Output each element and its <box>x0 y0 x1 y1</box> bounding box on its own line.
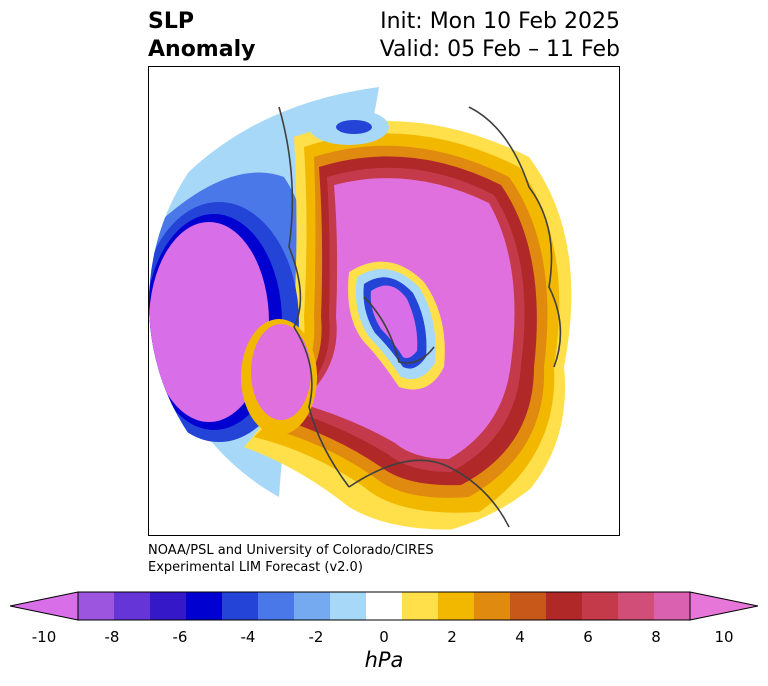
colorbar-block <box>582 592 619 620</box>
title-variable: SLP <box>148 9 194 34</box>
colorbar-block <box>618 592 655 620</box>
colorbar-block <box>402 592 439 620</box>
colorbar-tick-label: 4 <box>515 628 525 646</box>
west-coast-high-core <box>251 324 311 420</box>
title-left: SLP Anomaly <box>148 8 255 64</box>
colorbar-block <box>258 592 295 620</box>
colorbar-tick-label: -6 <box>172 628 188 646</box>
map-panel <box>148 66 620 536</box>
colorbar-block <box>78 592 115 620</box>
colorbar-block <box>366 592 403 620</box>
colorbar-tick-label: -2 <box>308 628 324 646</box>
colorbar-block <box>330 592 367 620</box>
colorbar-units: hPa <box>364 648 404 672</box>
colorbar-block <box>150 592 187 620</box>
colorbar <box>10 591 758 621</box>
colorbar-block <box>294 592 331 620</box>
colorbar-block <box>438 592 475 620</box>
title-field: Anomaly <box>148 37 256 62</box>
colorbar-tick-label: 2 <box>447 628 457 646</box>
colorbar-extend-high <box>689 591 758 621</box>
colorbar-block <box>114 592 151 620</box>
arctic-negative-core <box>336 120 372 134</box>
credit-line-1: NOAA/PSL and University of Colorado/CIRE… <box>148 543 434 558</box>
init-date: Init: Mon 10 Feb 2025 <box>380 9 620 34</box>
colorbar-block <box>474 592 511 620</box>
credit-text: NOAA/PSL and University of Colorado/CIRE… <box>148 542 434 576</box>
colorbar-tick-label: 6 <box>583 628 593 646</box>
slp-anomaly-map <box>149 67 619 535</box>
colorbar-tick-label: 8 <box>651 628 661 646</box>
colorbar-block <box>186 592 223 620</box>
colorbar-tick-label: -8 <box>104 628 120 646</box>
colorbar-frame <box>77 591 691 621</box>
colorbar-block <box>222 592 259 620</box>
colorbar-block <box>546 592 583 620</box>
colorbar-block <box>510 592 547 620</box>
anomaly-field <box>149 67 619 535</box>
colorbar-tick-label: 10 <box>714 628 734 646</box>
colorbar-extend-low <box>10 591 79 621</box>
colorbar-tick-label: -4 <box>240 628 256 646</box>
valid-range: Valid: 05 Feb – 11 Feb <box>379 37 620 62</box>
colorbar-block <box>654 592 691 620</box>
aleutian-low-core <box>149 222 269 422</box>
coastlines <box>278 106 562 528</box>
polar-low-core <box>370 285 418 359</box>
credit-line-2: Experimental LIM Forecast (v2.0) <box>148 560 363 575</box>
colorbar-blocks <box>10 591 758 621</box>
title-right: Init: Mon 10 Feb 2025 Valid: 05 Feb – 11… <box>380 8 620 64</box>
colorbar-tick-label: -10 <box>31 628 57 646</box>
colorbar-tick-label: 0 <box>379 628 389 646</box>
